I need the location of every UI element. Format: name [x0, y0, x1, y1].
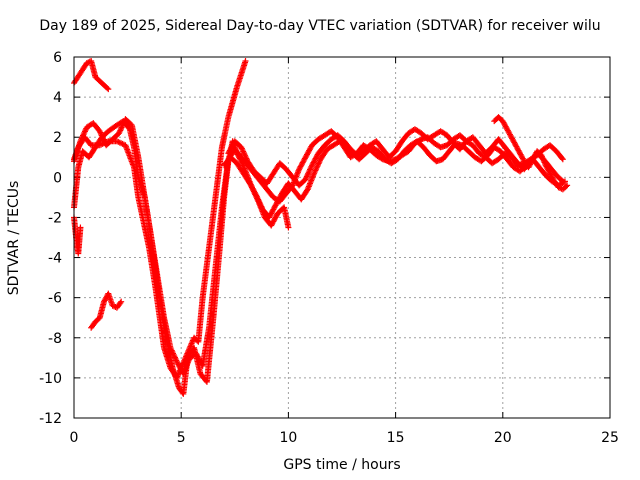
x-tick-label: 10 [279, 430, 297, 446]
series-0 [71, 58, 112, 93]
y-tick-label: 6 [53, 50, 62, 66]
tick-marks [73, 56, 611, 419]
y-tick-label: -8 [48, 331, 62, 347]
y-tick-label: -4 [48, 251, 62, 267]
y-tick-label: -10 [39, 371, 62, 387]
plot-frame [73, 56, 611, 419]
series-7 [88, 290, 125, 331]
data-point [104, 85, 111, 92]
x-tick-label: 20 [494, 430, 512, 446]
series-8 [71, 214, 84, 257]
data-point [285, 224, 292, 231]
y-tick-label: 2 [53, 130, 62, 146]
y-tick-label: 4 [53, 90, 62, 106]
x-axis-label: GPS time / hours [283, 457, 401, 473]
grid-lines [74, 57, 610, 418]
data-point [560, 179, 567, 186]
y-axis-label: SDTVAR / TECUs [6, 180, 22, 296]
data-point [559, 156, 566, 163]
data-point [561, 178, 568, 185]
data-point [252, 191, 259, 198]
data-point [105, 86, 112, 93]
x-tick-label: 5 [177, 430, 186, 446]
data-point [118, 298, 125, 305]
chart-title: Day 189 of 2025, Sidereal Day-to-day VTE… [39, 18, 601, 34]
data-point [303, 187, 310, 194]
y-tick-label: -6 [48, 291, 62, 307]
data-point [242, 58, 249, 65]
y-tick-label: -2 [48, 210, 62, 226]
data-point [77, 224, 84, 231]
x-tick-label: 25 [601, 430, 619, 446]
x-tick-label: 0 [70, 430, 79, 446]
data-point [558, 155, 565, 162]
data-point [117, 299, 124, 306]
data-point [564, 182, 571, 189]
series-6 [491, 114, 571, 193]
y-tick-label: 0 [53, 170, 62, 186]
tick-labels: 0 5 10 15 20 25 -12 -10 -8 -6 -4 -2 0 2 4 6 [39, 50, 619, 446]
data-point [563, 183, 570, 190]
data-points [71, 58, 571, 397]
x-tick-label: 15 [387, 430, 405, 446]
y-tick-label: -12 [39, 411, 62, 427]
